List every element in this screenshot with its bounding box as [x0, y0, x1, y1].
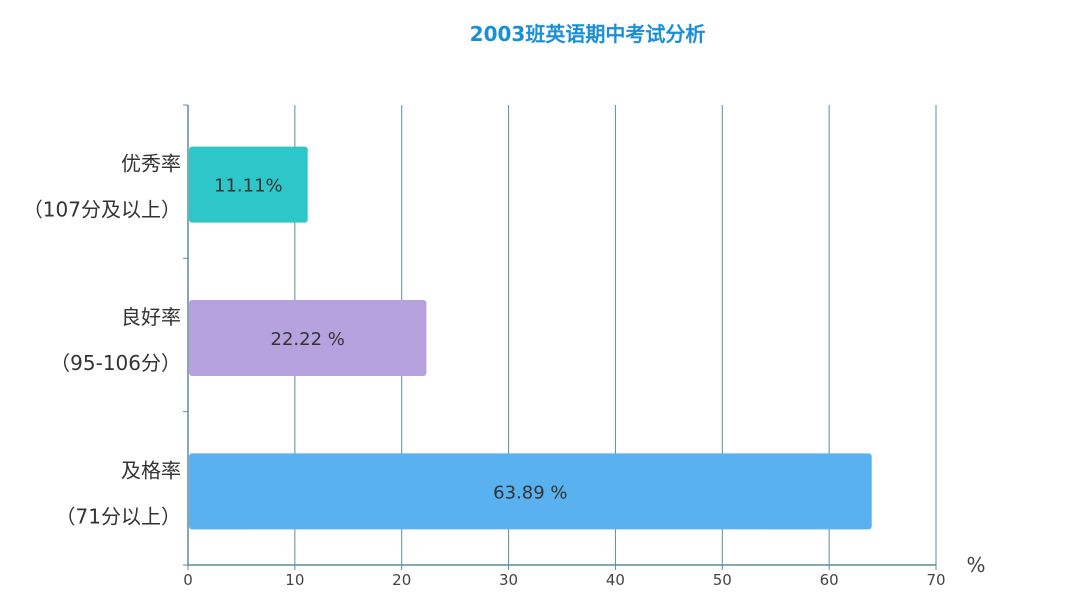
- bar-3: [189, 453, 872, 530]
- bar-data-label: 63.89 %: [493, 482, 567, 503]
- x-tick-label: 20: [392, 571, 411, 589]
- y-category-sublabel: （107分及以上）: [23, 198, 181, 222]
- bar-1: [189, 146, 308, 223]
- y-category-label: 优秀率: [121, 152, 181, 176]
- bar-data-label: 11.11%: [214, 176, 283, 197]
- bar-data-label: 22.22 %: [271, 329, 345, 350]
- x-tick-label: 10: [285, 571, 304, 589]
- y-category-label: 及格率: [121, 458, 181, 482]
- x-tick-label: 70: [926, 571, 945, 589]
- x-tick-label: 0: [183, 571, 193, 589]
- y-category-sublabel: （71分以上）: [56, 504, 181, 528]
- bar-2: [189, 300, 427, 376]
- x-tick-label: 30: [499, 571, 518, 589]
- x-tick-label: 60: [820, 571, 839, 589]
- x-tick-label: 50: [713, 571, 732, 589]
- x-tick-label: 40: [606, 571, 625, 589]
- y-category-sublabel: （95-106分）: [50, 351, 181, 375]
- y-category-label: 良好率: [121, 305, 181, 329]
- x-axis-label: %: [966, 553, 985, 577]
- chart-title: 2003班英语期中考试分析: [469, 22, 706, 46]
